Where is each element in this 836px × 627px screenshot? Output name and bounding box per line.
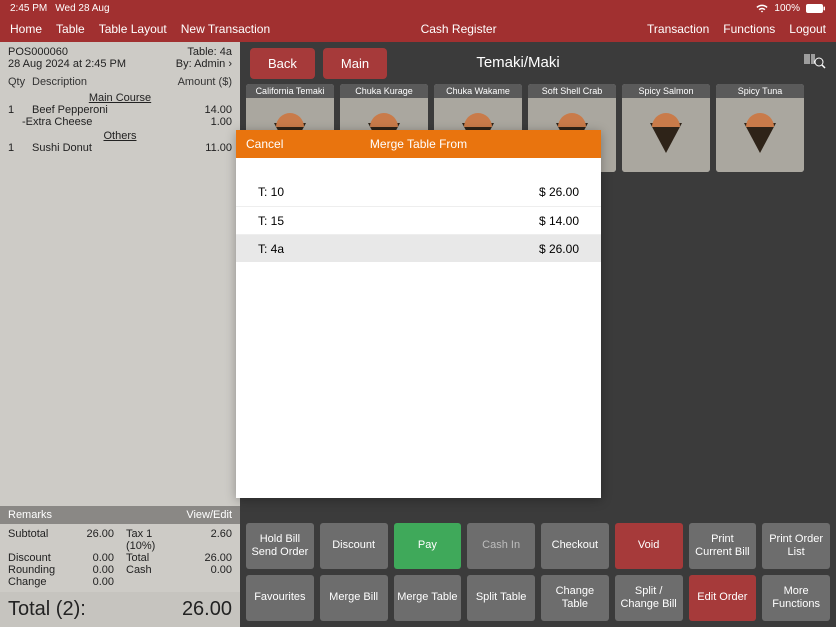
- nav-logout[interactable]: Logout: [789, 22, 826, 36]
- merge-table-row[interactable]: T: 4a$ 26.00: [236, 234, 601, 262]
- table-name: T: 15: [258, 214, 539, 228]
- nav-table-layout[interactable]: Table Layout: [99, 22, 167, 36]
- function-button[interactable]: Edit Order: [689, 575, 757, 621]
- product-name: Chuka Kurage: [340, 84, 428, 98]
- order-line[interactable]: 1 Beef Pepperoni 14.00: [8, 104, 232, 116]
- line-amt: 14.00: [182, 104, 232, 116]
- product-name: Spicy Tuna: [716, 84, 804, 98]
- function-button[interactable]: Merge Table: [394, 575, 462, 621]
- product-name: Chuka Wakame: [434, 84, 522, 98]
- table-amount: $ 14.00: [539, 214, 579, 228]
- product-tile[interactable]: Spicy Tuna: [716, 84, 804, 172]
- grand-total-label: Total (2):: [8, 598, 86, 621]
- function-button[interactable]: Split Table: [467, 575, 535, 621]
- function-button[interactable]: Split /Change Bill: [615, 575, 683, 621]
- cash-label: Cash: [114, 564, 179, 576]
- merge-table-row[interactable]: T: 10$ 26.00: [236, 178, 601, 206]
- nav-new-transaction[interactable]: New Transaction: [181, 22, 270, 36]
- modal-cancel-button[interactable]: Cancel: [246, 137, 283, 151]
- function-button[interactable]: Favourites: [246, 575, 314, 621]
- subtotal-value: 26.00: [61, 528, 114, 552]
- line-qty: 1: [8, 104, 32, 116]
- function-button[interactable]: MoreFunctions: [762, 575, 830, 621]
- col-desc: Description: [32, 76, 172, 88]
- status-date: Wed 28 Aug: [55, 3, 109, 14]
- tax-label: Tax 1 (10%): [114, 528, 179, 552]
- function-button[interactable]: Void: [615, 523, 683, 569]
- col-amount: Amount ($): [172, 76, 232, 88]
- total-value: 26.00: [179, 552, 232, 564]
- function-button[interactable]: Cash In: [467, 523, 535, 569]
- header-title: Cash Register: [270, 22, 647, 36]
- battery-icon: [806, 4, 826, 13]
- mod-amt: 1.00: [182, 116, 232, 128]
- discount-label: Discount: [8, 552, 61, 564]
- nav-table[interactable]: Table: [56, 22, 85, 36]
- table-name: T: 4a: [258, 242, 539, 256]
- status-battery-pct: 100%: [774, 3, 800, 14]
- product-image: [716, 98, 804, 172]
- category-title: Temaki/Maki: [240, 54, 796, 71]
- remarks-label: Remarks: [8, 509, 52, 521]
- grand-total-value: 26.00: [182, 598, 232, 621]
- line-desc: Beef Pepperoni: [32, 104, 182, 116]
- status-bar: 2:45 PM Wed 28 Aug 100%: [0, 0, 836, 16]
- product-image: [622, 98, 710, 172]
- product-name: Soft Shell Crab: [528, 84, 616, 98]
- table-label: Table: 4a: [187, 46, 232, 58]
- table-amount: $ 26.00: [539, 185, 579, 199]
- function-button[interactable]: Pay: [394, 523, 462, 569]
- line-qty: 1: [8, 142, 32, 154]
- merge-table-modal: Cancel Merge Table From T: 10$ 26.00T: 1…: [236, 130, 601, 498]
- role-chevron-icon[interactable]: ›: [228, 58, 232, 70]
- change-value: 0.00: [61, 576, 114, 588]
- wifi-icon: [756, 4, 768, 13]
- function-button[interactable]: Hold BillSend Order: [246, 523, 314, 569]
- order-line[interactable]: 1 Sushi Donut 11.00: [8, 142, 232, 154]
- nav-transaction[interactable]: Transaction: [647, 22, 709, 36]
- line-desc: Sushi Donut: [32, 142, 182, 154]
- col-qty: Qty: [8, 76, 32, 88]
- discount-value: 0.00: [61, 552, 114, 564]
- nav-home[interactable]: Home: [10, 22, 42, 36]
- table-name: T: 10: [258, 185, 539, 199]
- mod-desc: -Extra Cheese: [8, 116, 182, 128]
- view-edit-link[interactable]: View/Edit: [186, 509, 232, 521]
- order-panel: POS000060 Table: 4a 28 Aug 2024 at 2:45 …: [0, 42, 240, 627]
- function-button[interactable]: Discount: [320, 523, 388, 569]
- function-button[interactable]: Merge Bill: [320, 575, 388, 621]
- pos-number: POS000060: [8, 46, 68, 58]
- merge-table-row[interactable]: T: 15$ 14.00: [236, 206, 601, 234]
- subtotal-label: Subtotal: [8, 528, 61, 552]
- order-line-modifier[interactable]: -Extra Cheese 1.00: [8, 116, 232, 128]
- tax-value: 2.60: [179, 528, 232, 552]
- section-title: Main Course: [8, 92, 232, 104]
- function-button[interactable]: Print OrderList: [762, 523, 830, 569]
- modal-title: Merge Table From: [236, 137, 601, 151]
- status-time: 2:45 PM: [10, 3, 47, 14]
- total-label: Total: [114, 552, 179, 564]
- section-title: Others: [8, 130, 232, 142]
- function-button[interactable]: ChangeTable: [541, 575, 609, 621]
- function-button[interactable]: Checkout: [541, 523, 609, 569]
- order-datetime: 28 Aug 2024 at 2:45 PM: [8, 58, 126, 70]
- product-tile[interactable]: Spicy Salmon: [622, 84, 710, 172]
- order-lines: Main Course 1 Beef Pepperoni 14.00 -Extr…: [0, 90, 240, 506]
- rounding-label: Rounding: [8, 564, 61, 576]
- function-button[interactable]: PrintCurrent Bill: [689, 523, 757, 569]
- rounding-value: 0.00: [61, 564, 114, 576]
- cash-value: 0.00: [179, 564, 232, 576]
- app-header: Home Table Table Layout New Transaction …: [0, 16, 836, 42]
- barcode-search-icon[interactable]: [804, 52, 826, 75]
- line-amt: 11.00: [182, 142, 232, 154]
- product-name: Spicy Salmon: [622, 84, 710, 98]
- change-label: Change: [8, 576, 61, 588]
- order-by: By: Admin: [176, 58, 226, 70]
- table-amount: $ 26.00: [539, 242, 579, 256]
- nav-functions[interactable]: Functions: [723, 22, 775, 36]
- product-name: California Temaki: [246, 84, 334, 98]
